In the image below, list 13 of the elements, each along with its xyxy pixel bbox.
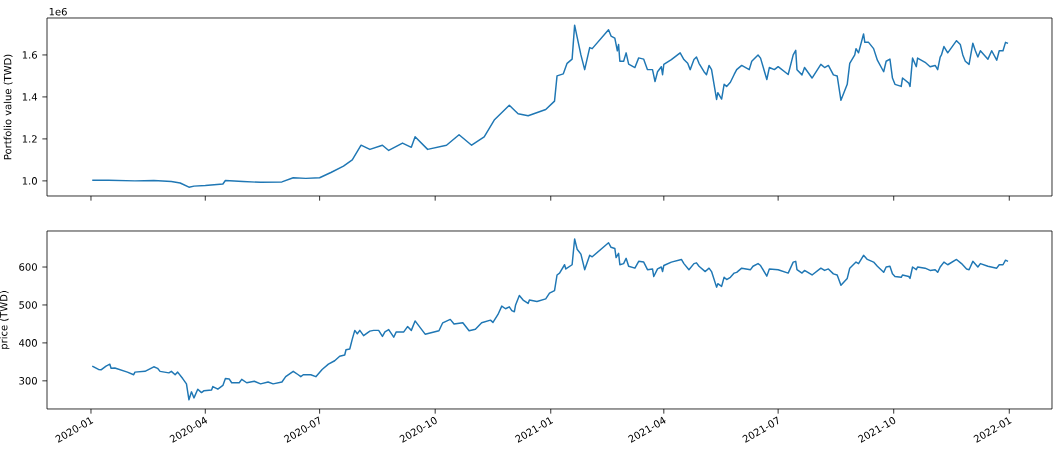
y-tick-label: 1.2 bbox=[22, 135, 37, 143]
y-tick-label: 1.4 bbox=[22, 93, 38, 101]
y-tick-label: 1.6 bbox=[22, 51, 37, 59]
y-axis-title: Portfolio value (TWD) bbox=[3, 54, 13, 160]
y-axis-title: price (TWD) bbox=[0, 291, 10, 349]
text: 1e6 bbox=[49, 7, 67, 16]
line-series bbox=[91, 238, 1009, 401]
y-tick-label: 1.0 bbox=[22, 177, 37, 185]
y-tick-label: 500 bbox=[19, 301, 37, 309]
y-tick-label: 400 bbox=[19, 339, 37, 347]
y-tick-label: 600 bbox=[19, 263, 37, 271]
line-series bbox=[91, 24, 1009, 188]
y-tick-label: 300 bbox=[19, 377, 37, 385]
